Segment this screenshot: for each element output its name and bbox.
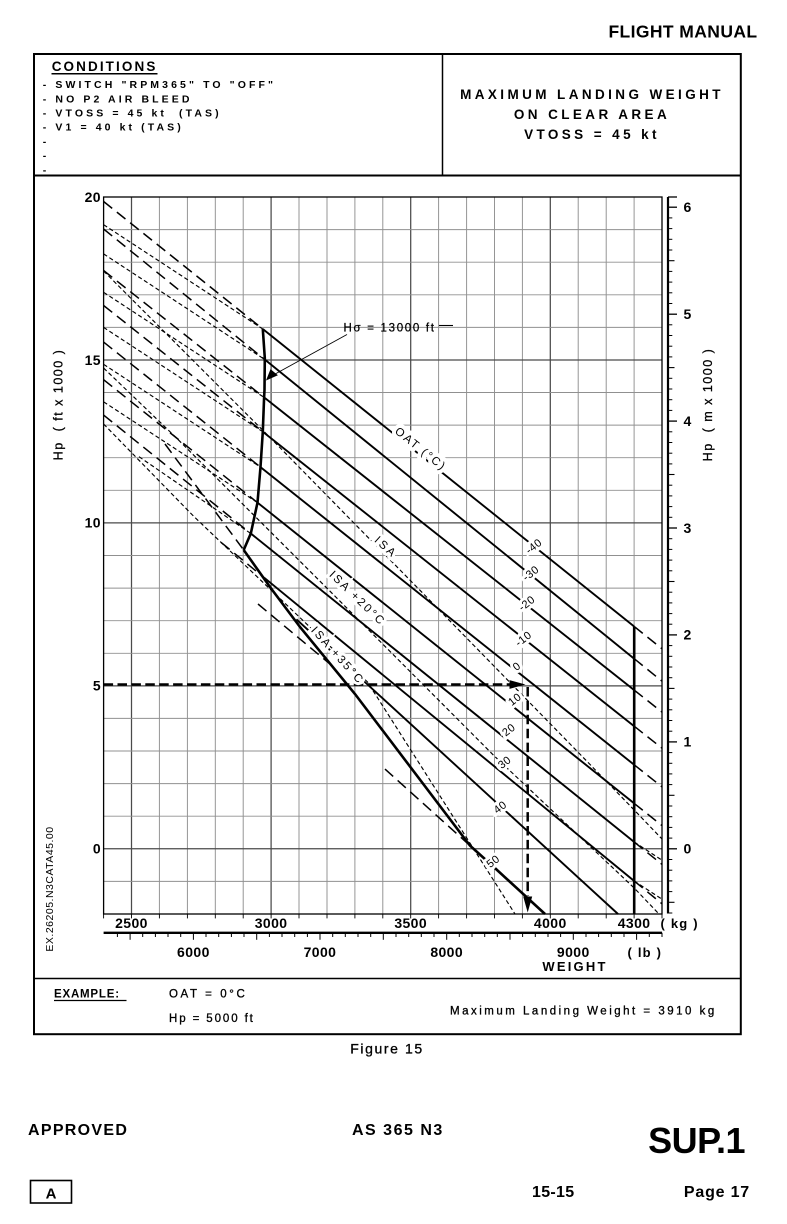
- svg-text:AS 365 N3: AS 365 N3: [352, 1122, 444, 1139]
- svg-text:4: 4: [684, 413, 692, 429]
- svg-text:4000: 4000: [534, 915, 567, 931]
- svg-text:4300: 4300: [618, 915, 651, 931]
- svg-text:15: 15: [85, 352, 101, 368]
- svg-text:6000: 6000: [177, 944, 210, 960]
- svg-text:-: -: [43, 136, 50, 148]
- svg-text:Hp = 5000 ft: Hp = 5000 ft: [169, 1013, 255, 1025]
- svg-text:20: 20: [85, 189, 101, 205]
- svg-text:7000: 7000: [304, 944, 337, 960]
- svg-text:ON CLEAR AREA: ON CLEAR AREA: [514, 107, 670, 122]
- svg-text:- NO P2 AIR BLEED: - NO P2 AIR BLEED: [43, 93, 193, 105]
- svg-text:8000: 8000: [430, 944, 463, 960]
- svg-text:1: 1: [684, 734, 692, 750]
- svg-text:-: -: [43, 150, 50, 162]
- svg-text:- SWITCH "RPM365" TO "OFF": - SWITCH "RPM365" TO "OFF": [43, 79, 276, 91]
- svg-text:-: -: [43, 164, 50, 176]
- svg-text:9000: 9000: [557, 944, 590, 960]
- svg-text:Hp ( ft x 1000 ): Hp ( ft x 1000 ): [52, 349, 66, 461]
- svg-text:SUP.1: SUP.1: [648, 1120, 745, 1161]
- svg-text:0: 0: [93, 841, 101, 857]
- svg-text:5: 5: [93, 678, 101, 694]
- svg-text:( kg ): ( kg ): [661, 916, 699, 931]
- svg-text:VTOSS = 45 kt: VTOSS = 45 kt: [524, 127, 660, 142]
- svg-text:( lb ): ( lb ): [628, 945, 663, 960]
- svg-text:CONDITIONS: CONDITIONS: [52, 59, 158, 74]
- svg-text:EXAMPLE:: EXAMPLE:: [54, 989, 120, 1001]
- svg-text:MAXIMUM LANDING WEIGHT: MAXIMUM LANDING WEIGHT: [460, 87, 724, 102]
- svg-text:10: 10: [85, 515, 101, 531]
- svg-text:FLIGHT MANUAL: FLIGHT MANUAL: [608, 22, 757, 42]
- svg-text:OAT = 0°C: OAT = 0°C: [169, 989, 247, 1001]
- svg-text:WEIGHT: WEIGHT: [542, 959, 607, 974]
- svg-text:3500: 3500: [394, 915, 427, 931]
- svg-text:- V1 = 40 kt (TAS): - V1 = 40 kt (TAS): [43, 122, 184, 134]
- svg-text:A: A: [46, 1186, 57, 1203]
- svg-text:2: 2: [684, 627, 692, 643]
- svg-text:0: 0: [684, 841, 692, 857]
- svg-text:3000: 3000: [255, 915, 288, 931]
- svg-text:Maximum Landing Weight = 3910: Maximum Landing Weight = 3910 kg: [450, 1006, 717, 1018]
- svg-text:Page 17: Page 17: [684, 1184, 750, 1201]
- svg-text:Hp ( m x 1000 ): Hp ( m x 1000 ): [701, 348, 715, 462]
- svg-text:5: 5: [684, 306, 692, 322]
- svg-text:Figure 15: Figure 15: [350, 1041, 424, 1057]
- svg-text:EX.26205.N3CATA45.00: EX.26205.N3CATA45.00: [44, 826, 56, 951]
- svg-text:- VTOSS = 45 kt (TAS): - VTOSS = 45 kt (TAS): [43, 108, 222, 120]
- svg-text:Hσ = 13000 ft: Hσ = 13000 ft: [344, 323, 436, 335]
- svg-text:APPROVED: APPROVED: [28, 1122, 128, 1139]
- svg-text:3: 3: [684, 520, 692, 536]
- svg-text:15-15: 15-15: [532, 1184, 574, 1201]
- svg-text:2500: 2500: [115, 915, 148, 931]
- svg-text:6: 6: [684, 199, 692, 215]
